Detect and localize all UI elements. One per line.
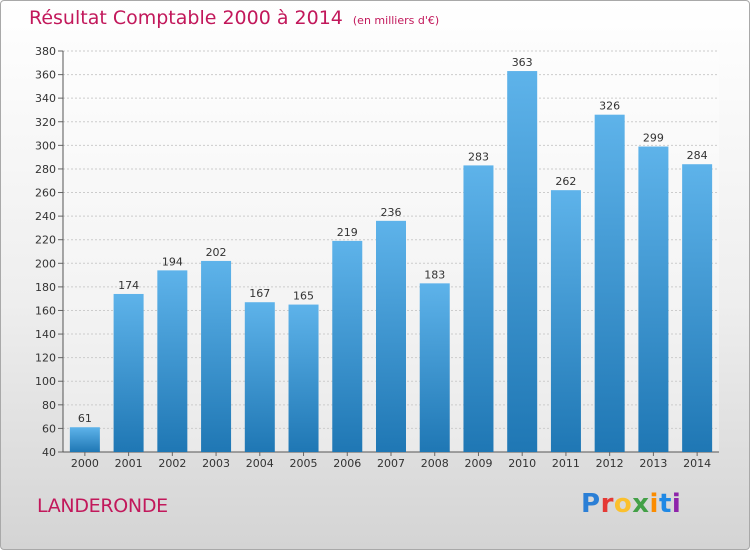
y-tick-label: 300: [35, 139, 56, 152]
y-tick-label: 280: [35, 163, 56, 176]
y-tick-label: 340: [35, 92, 56, 105]
x-tick-label: 2006: [333, 457, 361, 470]
y-tick-label: 260: [35, 187, 56, 200]
data-label: 174: [118, 279, 139, 292]
bar: [332, 240, 363, 452]
bar: [507, 71, 538, 453]
bar: [244, 302, 275, 452]
data-label: 167: [249, 287, 270, 300]
bar: [638, 146, 669, 452]
x-tick-label: 2013: [639, 457, 667, 470]
x-tick-label: 2014: [683, 457, 711, 470]
x-tick-label: 2010: [508, 457, 536, 470]
y-tick-label: 60: [42, 422, 56, 435]
bar: [550, 190, 581, 452]
proxiti-logo: Proxiti: [581, 489, 682, 519]
data-label: 194: [162, 255, 183, 268]
data-label: 183: [424, 268, 445, 281]
y-tick-label: 380: [35, 45, 56, 58]
bar: [113, 293, 144, 452]
bar: [463, 165, 494, 452]
x-tick-label: 2001: [115, 457, 143, 470]
data-label: 165: [293, 290, 314, 303]
data-label: 283: [468, 150, 489, 163]
y-tick-label: 360: [35, 69, 56, 82]
data-label: 299: [643, 132, 664, 145]
y-tick-label: 320: [35, 116, 56, 129]
y-tick-label: 40: [42, 446, 56, 459]
data-label: 326: [599, 100, 620, 113]
y-tick-label: 180: [35, 281, 56, 294]
x-tick-label: 2011: [552, 457, 580, 470]
x-tick-label: 2004: [246, 457, 274, 470]
chart-unit: (en milliers d'€): [352, 14, 440, 27]
y-tick-label: 100: [35, 375, 56, 388]
bar: [201, 260, 232, 452]
y-tick-label: 80: [42, 399, 56, 412]
chart-title-text: Résultat Comptable 2000 à 2014: [29, 7, 343, 29]
data-label: 219: [337, 226, 358, 239]
y-tick-label: 120: [35, 352, 56, 365]
y-tick-label: 200: [35, 257, 56, 270]
x-tick-label: 2000: [71, 457, 99, 470]
y-tick-label: 140: [35, 328, 56, 341]
commune-name: LANDERONDE: [37, 495, 168, 517]
x-tick-label: 2012: [596, 457, 624, 470]
y-tick-label: 220: [35, 234, 56, 247]
bar: [419, 283, 450, 452]
bar: [288, 304, 319, 452]
x-tick-label: 2002: [158, 457, 186, 470]
x-tick-label: 2007: [377, 457, 405, 470]
y-tick-label: 160: [35, 304, 56, 317]
x-tick-label: 2003: [202, 457, 230, 470]
bar: [157, 270, 188, 452]
bar: [682, 164, 713, 453]
data-label: 363: [512, 56, 533, 69]
x-tick-label: 2009: [464, 457, 492, 470]
data-label: 202: [206, 246, 227, 259]
data-label: 236: [381, 206, 402, 219]
bar: [594, 114, 625, 452]
x-tick-label: 2008: [421, 457, 449, 470]
y-tick-label: 240: [35, 210, 56, 223]
x-tick-label: 2005: [290, 457, 318, 470]
data-label: 284: [687, 149, 708, 162]
data-label: 262: [555, 175, 576, 188]
bar: [376, 220, 406, 452]
chart-title: Résultat Comptable 2000 à 2014 (en millie…: [29, 7, 439, 29]
data-label: 61: [78, 412, 92, 425]
bar: [69, 427, 100, 452]
